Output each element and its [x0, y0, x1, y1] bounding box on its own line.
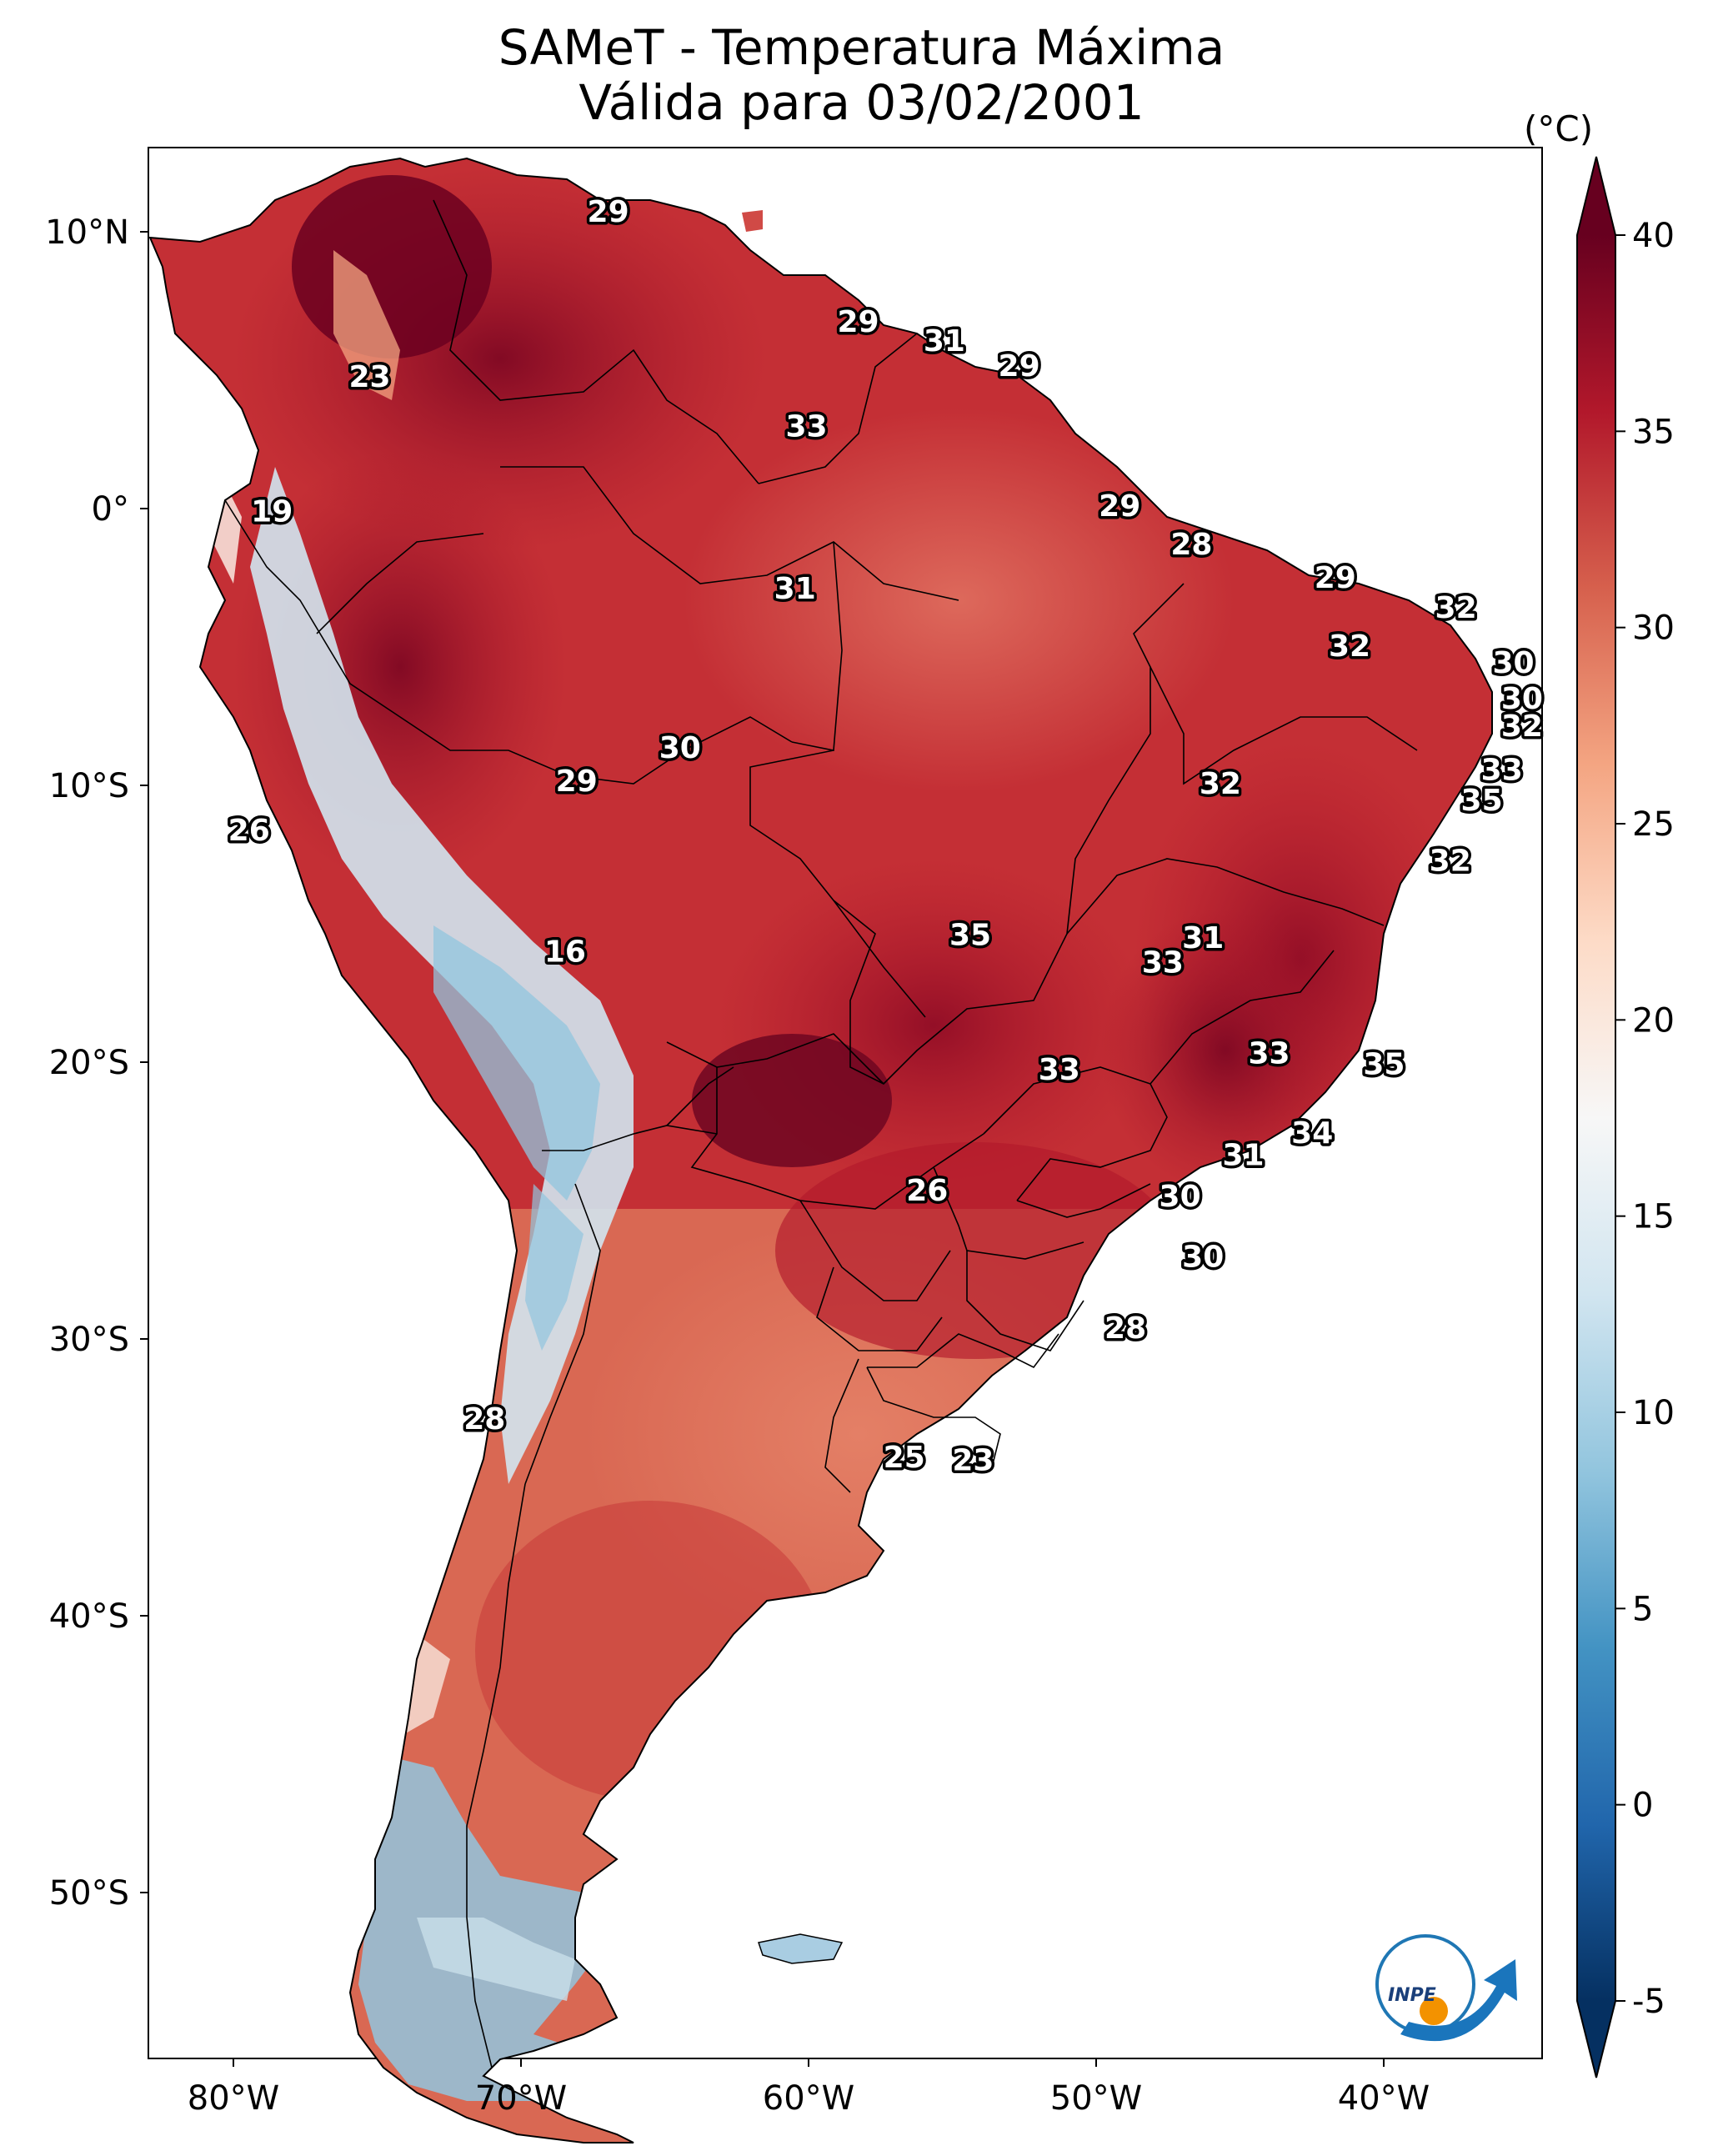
falkland-islands-shape: [758, 1933, 844, 1964]
temperature-value-label: 31: [1222, 1138, 1264, 1172]
longitude-axis: 80°W 70°W 60°W 50°W 40°W: [188, 2058, 1430, 2118]
colorbar-tick-label: 5: [1632, 1590, 1653, 1628]
temperature-value-label: 29: [999, 349, 1040, 384]
inpe-logo-text: INPE: [1388, 1985, 1436, 2006]
colorbar-tick-label: 10: [1632, 1394, 1675, 1432]
temperature-value-label: 32: [1435, 591, 1477, 625]
temperature-value-label: 35: [1461, 784, 1503, 818]
temperature-value-label: 30: [1160, 1180, 1201, 1214]
title-line-2: Válida para 03/02/2001: [579, 74, 1144, 131]
temperature-value-label: 29: [556, 765, 598, 799]
temperature-value-label: 31: [924, 324, 965, 358]
lat-label: 10°N: [45, 213, 129, 252]
inpe-logo-dot: [1420, 1997, 1448, 2025]
lat-label: 0°: [92, 490, 129, 529]
temperature-value-label: 16: [544, 935, 586, 969]
temperature-value-label: 30: [1492, 646, 1534, 680]
colorbar-ticks: 40 35 30 25 20 15 10 5 0 -5: [1615, 217, 1675, 2021]
colorbar-gradient: [1577, 235, 1615, 2001]
temperature-value-label: 23: [952, 1443, 994, 1477]
temperature-value-label: 32: [1501, 709, 1543, 744]
lon-label: 40°W: [1338, 2079, 1430, 2118]
temperature-value-label: 33: [1248, 1036, 1290, 1070]
temperature-value-label: 28: [1170, 528, 1212, 562]
lat-label: 30°S: [49, 1321, 129, 1359]
temperature-value-label: 31: [1182, 921, 1224, 955]
temperature-value-label: 30: [1182, 1240, 1224, 1274]
temperature-value-label: 32: [1329, 629, 1370, 664]
temperature-value-label: 30: [659, 731, 701, 765]
temperature-value-label: 32: [1430, 844, 1471, 878]
temperature-value-label: 35: [1363, 1048, 1405, 1082]
inpe-logo: INPE: [1375, 1934, 1517, 2042]
colorbar-tick-label: 35: [1632, 413, 1675, 451]
temperature-value-label: 34: [1291, 1116, 1333, 1151]
colorbar-tick-label: 20: [1632, 1001, 1675, 1040]
lat-label: 40°S: [49, 1597, 129, 1636]
lat-label: 20°S: [49, 1044, 129, 1082]
colorbar-extend-bottom: [1577, 2001, 1615, 2078]
colorbar-tick-label: 30: [1632, 609, 1675, 648]
colorbar: 40 35 30 25 20 15 10 5 0 -5: [1576, 156, 1675, 2078]
temperature-value-label: 32: [1200, 767, 1241, 801]
temperature-value-label: 25: [884, 1441, 925, 1475]
temperature-value-label: 33: [1142, 946, 1184, 980]
temperature-value-label: 26: [228, 814, 270, 848]
colorbar-unit-label: (°C): [1524, 108, 1594, 149]
temperature-value-label: 29: [1099, 489, 1140, 524]
colorbar-extend-top: [1577, 157, 1615, 235]
temperature-value-label: 31: [774, 572, 816, 606]
temperature-value-label: 35: [949, 919, 991, 953]
temperature-value-label: 33: [1039, 1053, 1080, 1087]
temperature-value-label: 19: [251, 495, 293, 529]
inpe-logo-arrow: [1400, 1959, 1517, 2042]
colorbar-tick-label: -5: [1632, 1983, 1665, 2021]
lon-label: 50°W: [1050, 2079, 1142, 2118]
map-title: SAMeT - Temperatura Máxima Válida para 0…: [0, 20, 1723, 130]
colorbar-tick-label: 15: [1632, 1198, 1675, 1236]
temperature-value-label: 33: [1481, 754, 1523, 788]
temperature-value-label: 29: [837, 305, 879, 339]
political-borders: [224, 199, 1418, 2068]
colorbar-tick-label: 0: [1632, 1787, 1653, 1825]
lat-label: 10°S: [49, 767, 129, 805]
temperature-value-label: 29: [588, 195, 629, 229]
temperature-value-label: 23: [348, 360, 390, 394]
temperature-value-label: 26: [906, 1174, 948, 1208]
caribbean-island-shape: [742, 210, 763, 232]
title-line-1: SAMeT - Temperatura Máxima: [498, 19, 1225, 76]
temperature-value-label: 29: [1315, 561, 1356, 595]
lat-label: 50°S: [49, 1874, 129, 1913]
latitude-axis: 10°N 0° 10°S 20°S 30°S 40°S 50°S: [45, 213, 148, 1913]
colorbar-tick-label: 25: [1632, 805, 1675, 844]
temperature-value-label: 28: [463, 1402, 505, 1436]
lon-label: 60°W: [763, 2079, 854, 2118]
temperature-value-label: 33: [785, 409, 827, 444]
colorbar-tick-label: 40: [1632, 217, 1675, 255]
temperature-value-label: 28: [1104, 1311, 1146, 1346]
temperature-value-label: 30: [1501, 682, 1543, 716]
lon-label: 80°W: [188, 2079, 279, 2118]
lon-label: 70°W: [475, 2079, 567, 2118]
